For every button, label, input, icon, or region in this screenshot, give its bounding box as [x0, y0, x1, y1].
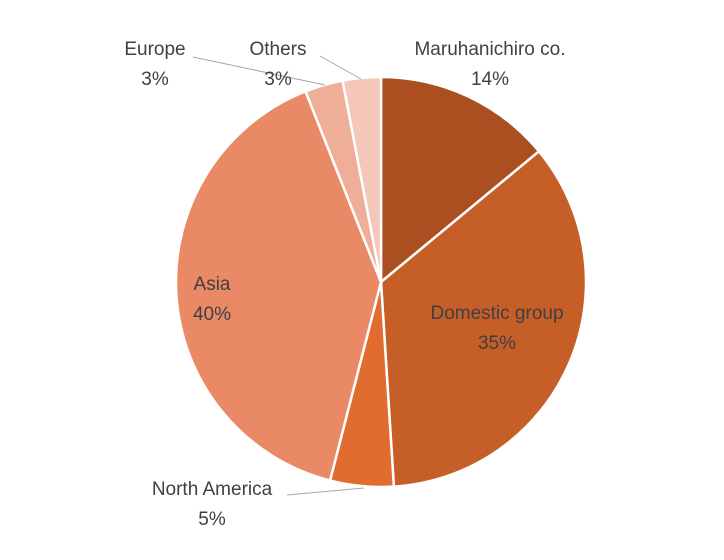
data-label-value-europe: 3%	[141, 69, 169, 90]
leader-line-north-america	[286, 487, 365, 496]
data-label-name-domestic-group: Domestic group	[430, 303, 563, 324]
data-labels: Maruhanichiro co. 14% Domestic group 35% Nor…	[124, 39, 565, 530]
data-label-value-others: 3%	[264, 69, 292, 90]
data-label-value-asia: 40%	[193, 304, 231, 325]
pie-slice-domestic-group	[379, 149, 588, 488]
data-label-name-north-america: North America	[152, 479, 273, 500]
pie-slice-asia	[174, 89, 383, 483]
data-label-name-europe: Europe	[124, 39, 185, 60]
leader-lines	[192, 55, 365, 496]
pie-slice-others	[341, 75, 383, 283]
pie-slice-maruhanichiro-co	[379, 75, 541, 285]
leader-line-europe	[192, 56, 326, 86]
data-label-value-north-america: 5%	[198, 509, 226, 530]
leader-line-others	[319, 55, 362, 80]
slices-layer	[174, 75, 588, 489]
data-label-name-others: Others	[249, 39, 306, 60]
data-label-name-maruhanichiro-co: Maruhanichiro co.	[414, 39, 565, 60]
data-label-value-maruhanichiro-co: 14%	[471, 69, 509, 90]
data-label-value-domestic-group: 35%	[478, 333, 516, 354]
data-label-name-asia: Asia	[194, 274, 231, 295]
